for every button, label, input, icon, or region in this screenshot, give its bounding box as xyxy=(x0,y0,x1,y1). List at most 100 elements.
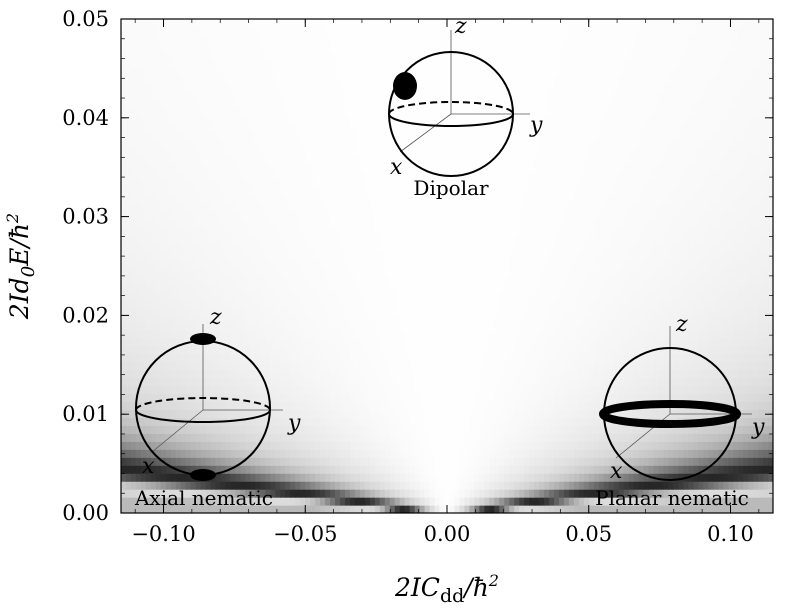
heatmap-cell xyxy=(733,273,739,283)
heatmap-cell xyxy=(608,210,615,219)
heatmap-cell xyxy=(210,266,217,275)
heatmap-cell xyxy=(335,377,341,387)
heatmap-cell xyxy=(290,234,296,243)
heatmap-cell xyxy=(339,377,346,387)
heatmap-cell xyxy=(633,266,640,275)
heatmap-cell xyxy=(305,321,311,331)
heatmap-cell xyxy=(414,441,421,450)
heatmap-cell xyxy=(608,329,615,339)
heatmap-cell xyxy=(618,377,625,387)
heatmap-cell xyxy=(374,473,381,482)
heatmap-cell xyxy=(718,457,724,466)
heatmap-cell xyxy=(270,266,276,275)
heatmap-cell xyxy=(180,281,187,291)
heatmap-cell xyxy=(364,369,371,379)
heatmap-cell xyxy=(703,273,709,283)
heatmap-cell xyxy=(718,425,724,434)
heatmap-cell xyxy=(320,242,326,251)
heatmap-cell xyxy=(703,345,709,355)
heatmap-cell xyxy=(389,401,396,411)
heatmap-cell xyxy=(728,369,734,379)
heatmap-cell xyxy=(280,337,286,347)
heatmap-cell xyxy=(504,481,510,490)
heatmap-cell xyxy=(245,385,252,395)
heatmap-cell xyxy=(364,226,371,235)
heatmap-cell xyxy=(404,425,411,434)
heatmap-cell xyxy=(758,234,764,243)
heatmap-cell xyxy=(464,473,470,482)
heatmap-cell xyxy=(295,242,301,251)
heatmap-cell xyxy=(339,465,346,474)
heatmap-cell xyxy=(593,273,600,283)
heatmap-cell xyxy=(618,234,625,243)
heatmap-cell xyxy=(230,369,237,379)
heatmap-cell xyxy=(145,489,152,498)
heatmap-cell xyxy=(280,297,286,307)
heatmap-cell xyxy=(215,481,222,490)
heatmap-cell xyxy=(464,409,470,418)
heatmap-cell xyxy=(618,433,625,442)
heatmap-cell xyxy=(384,210,391,219)
heatmap-cell xyxy=(195,377,202,387)
heatmap-cell xyxy=(260,258,266,267)
heatmap-cell xyxy=(295,337,301,347)
heatmap-cell xyxy=(305,441,311,450)
heatmap-cell xyxy=(310,489,316,498)
heatmap-cell xyxy=(205,377,212,387)
heatmap-cell xyxy=(748,329,754,339)
heatmap-cell xyxy=(668,226,675,235)
heatmap-cell xyxy=(444,401,451,411)
heatmap-cell xyxy=(359,385,366,395)
heatmap-cell xyxy=(220,305,227,315)
heatmap-cell xyxy=(718,305,724,315)
heatmap-cell xyxy=(459,289,466,299)
heatmap-cell xyxy=(628,313,635,323)
heatmap-cell xyxy=(419,473,426,482)
heatmap-cell xyxy=(494,489,500,498)
heatmap-cell xyxy=(554,361,560,371)
heatmap-cell xyxy=(618,321,625,331)
heatmap-cell xyxy=(130,345,137,355)
heatmap-cell xyxy=(160,473,167,482)
heatmap-cell xyxy=(668,353,675,363)
heatmap-cell xyxy=(379,465,386,474)
heatmap-cell xyxy=(145,281,152,291)
heatmap-cell xyxy=(728,266,734,275)
heatmap-cell xyxy=(130,457,137,466)
heatmap-cell xyxy=(459,281,466,291)
heatmap-cell xyxy=(563,353,570,363)
heatmap-cell xyxy=(558,393,565,403)
heatmap-cell xyxy=(648,377,655,387)
heatmap-cell xyxy=(270,505,276,513)
heatmap-cell xyxy=(429,242,436,251)
heatmap-cell xyxy=(588,369,595,379)
heatmap-cell xyxy=(335,266,341,275)
heatmap-cell xyxy=(514,281,520,291)
heatmap-cell xyxy=(419,313,426,323)
heatmap-cell xyxy=(255,297,261,307)
heatmap-cell xyxy=(325,385,331,395)
heatmap-cell xyxy=(633,457,640,466)
heatmap-cell xyxy=(678,305,685,315)
heatmap-cell xyxy=(155,321,162,331)
heatmap-cell xyxy=(534,289,540,299)
heatmap-cell xyxy=(474,321,480,331)
heatmap-cell xyxy=(618,305,625,315)
heatmap-cell xyxy=(379,242,386,251)
heatmap-cell xyxy=(484,401,490,411)
heatmap-cell xyxy=(250,465,256,474)
heatmap-cell xyxy=(369,273,376,283)
heatmap-cell xyxy=(613,281,620,291)
heatmap-cell xyxy=(230,377,237,387)
heatmap-cell xyxy=(608,473,615,482)
heatmap-cell xyxy=(200,433,207,442)
heatmap-cell xyxy=(165,457,172,466)
heatmap-cell xyxy=(494,218,500,227)
heatmap-cell xyxy=(603,433,610,442)
heatmap-cell xyxy=(668,377,675,387)
heatmap-cell xyxy=(155,417,162,426)
heatmap-cell xyxy=(270,465,276,474)
heatmap-cell xyxy=(519,242,525,251)
heatmap-cell xyxy=(534,258,540,267)
heatmap-cell xyxy=(145,313,152,323)
